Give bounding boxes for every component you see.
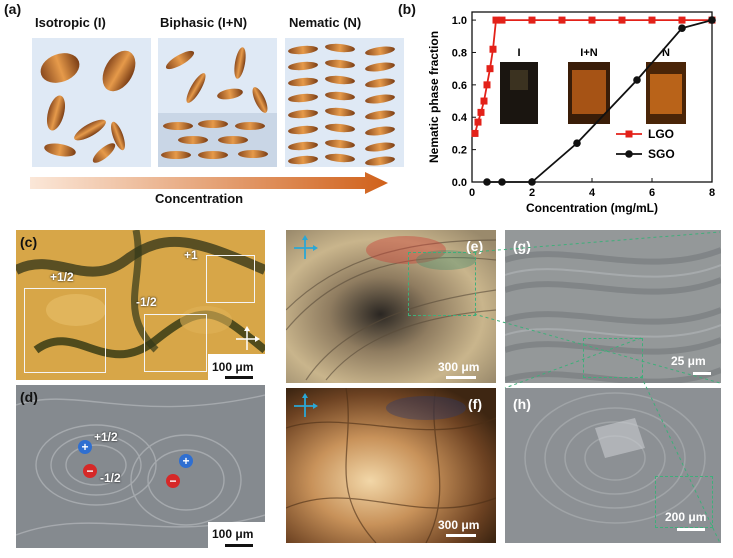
panel-label-f: (f) (468, 396, 482, 412)
biphasic-schematic (158, 38, 277, 167)
concentration-arrow-label: Concentration (155, 191, 244, 206)
data-point-sgo (633, 76, 641, 84)
scalebar-d (225, 544, 253, 547)
y-tick-label: 0.8 (452, 47, 467, 59)
defect-minus-marker-2: − (166, 474, 180, 488)
phase-title-isotropic: Isotropic (I) (35, 15, 106, 30)
defect-minus-marker-1: − (83, 464, 97, 478)
y-tick-label: 1.0 (452, 15, 467, 27)
vial-photo-insets (500, 62, 686, 124)
data-point-lgo (477, 108, 485, 116)
panel-label-g: (g) (513, 238, 531, 254)
defect-label-plus-one-c: +1 (184, 248, 198, 262)
data-point-sgo (573, 139, 581, 147)
panel-label-e: (e) (466, 238, 484, 254)
nematic-flakes (287, 43, 396, 168)
scalebar-label-e: 300 μm (438, 360, 480, 374)
legend-marker-lgo (625, 130, 633, 138)
data-point-lgo (558, 16, 566, 24)
scalebar-e (446, 376, 476, 379)
data-point-sgo (528, 178, 536, 186)
panel-label-d: (d) (20, 389, 38, 405)
scalebar-f (446, 534, 476, 537)
data-point-sgo (498, 178, 506, 186)
defect-plus-marker-1: + (78, 440, 92, 454)
zoom-region-box-g (583, 338, 643, 378)
defect-box-plus-one (206, 255, 255, 303)
data-point-lgo (483, 81, 491, 89)
data-point-sgo (483, 178, 491, 186)
defect-label-minus-half-d: -1/2 (100, 471, 121, 485)
data-point-lgo (492, 16, 500, 24)
phase-title-nematic: Nematic (N) (289, 15, 362, 30)
data-point-lgo (498, 16, 506, 24)
polarizer-cross-icon-f (294, 393, 318, 417)
scalebar-label-f: 300 μm (438, 518, 480, 532)
data-point-sgo (678, 24, 686, 32)
micrograph-f: (f) 300 μm (286, 388, 496, 543)
micrograph-g: (g) 25 μm (505, 230, 721, 383)
zoom-region-box-e (408, 252, 476, 316)
y-tick-label: 0.6 (452, 80, 467, 92)
scalebar-label-g: 25 μm (671, 354, 706, 368)
y-tick-label: 0.4 (452, 112, 468, 124)
data-point-lgo (474, 118, 482, 126)
panel-label-a: (a) (4, 1, 22, 17)
defect-label-plus-half-c: +1/2 (50, 270, 74, 284)
scalebar-box-d (208, 522, 265, 548)
micrograph-h: (h) 200 μm (505, 388, 721, 543)
scalebar-g (693, 372, 711, 375)
scalebar-label-h: 200 μm (665, 510, 707, 524)
panel-label-b: (b) (398, 1, 416, 17)
data-point-lgo (618, 16, 626, 24)
panel-label-h: (h) (513, 396, 531, 412)
y-axis-label: Nematic phase fraction (427, 31, 441, 163)
phase-title-biphasic: Biphasic (I+N) (160, 15, 248, 30)
y-tick-label: 0.0 (452, 177, 467, 189)
scalebar-h (677, 528, 705, 531)
vial-inset-label: I (517, 47, 520, 59)
data-point-lgo (648, 16, 656, 24)
y-tick-label: 0.2 (452, 145, 467, 157)
isotropic-flakes (40, 50, 136, 163)
scalebar-c (225, 376, 253, 379)
data-point-sgo (708, 16, 716, 24)
scalebar-label-d: 100 μm (212, 527, 254, 541)
defect-box-plus-half (24, 288, 106, 373)
data-point-lgo (471, 129, 479, 137)
legend-label-lgo: LGO (648, 127, 674, 141)
x-axis-label: Concentration (mg/mL) (526, 201, 658, 215)
x-tick-label: 4 (589, 187, 596, 199)
vial-inset-label: I+N (580, 47, 597, 59)
data-point-lgo (480, 97, 488, 105)
x-tick-label: 0 (469, 187, 475, 199)
defect-plus-marker-2: + (179, 454, 193, 468)
nematic-schematic (285, 38, 404, 168)
defect-label-minus-half-c: -1/2 (136, 295, 157, 309)
data-point-lgo (489, 45, 497, 53)
micrograph-e: (e) 300 μm (286, 230, 496, 383)
nematic-fraction-chart: 0.0 0.2 0.4 0.6 0.8 1.0 0 2 4 6 8 Concentration (mg… (427, 11, 716, 215)
scalebar-label-c: 100 μm (212, 360, 254, 374)
legend-marker-sgo (625, 150, 633, 158)
panel-label-c: (c) (20, 234, 38, 250)
scalebar-box-c (208, 354, 265, 380)
x-tick-label: 8 (709, 187, 715, 199)
data-point-lgo (588, 16, 596, 24)
defect-box-minus-half (144, 314, 207, 372)
defect-label-plus-half-d: +1/2 (94, 430, 118, 444)
polarizer-cross-icon-e (294, 235, 318, 259)
biphasic-flakes (158, 47, 277, 167)
vial-inset-label: N (662, 47, 670, 59)
isotropic-schematic (32, 38, 151, 167)
data-point-lgo (486, 65, 494, 73)
legend-label-sgo: SGO (648, 147, 675, 161)
x-tick-label: 2 (529, 187, 535, 199)
concentration-arrow (30, 172, 388, 194)
x-tick-label: 6 (649, 187, 655, 199)
polarizer-cross-icon (236, 326, 260, 350)
data-point-lgo (678, 16, 686, 24)
data-point-lgo (528, 16, 536, 24)
